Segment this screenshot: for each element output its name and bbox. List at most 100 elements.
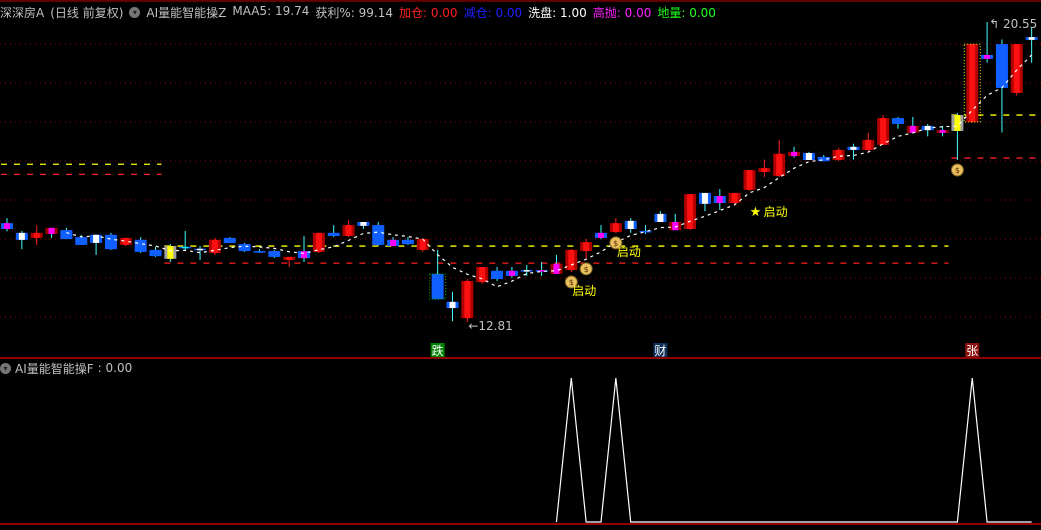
signal-badge-text: 跌 (432, 343, 444, 358)
money-bag-icon (950, 163, 964, 177)
money-bag-icon (609, 236, 623, 250)
indicator-value: 0.00 (685, 5, 716, 20)
candle-core (18, 232, 25, 240)
signal-label: 启动 (764, 205, 788, 219)
candle-core (449, 301, 456, 309)
candle-core (865, 139, 872, 150)
indicator-name[interactable]: AI量能智能操Z (146, 5, 227, 20)
candle-core (107, 234, 114, 250)
candle-core (776, 153, 783, 176)
candle-core (479, 266, 486, 283)
candle-core (152, 249, 159, 257)
candle-core (880, 118, 887, 145)
candle-core (969, 44, 976, 123)
signal-label: 启动 (617, 245, 641, 259)
candle-core (568, 249, 575, 271)
candle-core (984, 54, 991, 59)
candle-core (419, 239, 426, 250)
candle-core (167, 246, 174, 259)
signal-badge (653, 343, 668, 357)
star-icon: ★ (750, 205, 762, 220)
signal-label: 启动 (572, 284, 596, 298)
highlight-box (429, 273, 447, 300)
candle-core (4, 223, 10, 229)
candle-core (791, 151, 798, 157)
candle-core (137, 239, 144, 252)
candle-core (553, 263, 560, 274)
candle-core (286, 256, 293, 260)
candle-core (909, 125, 916, 133)
candle-core (508, 270, 515, 276)
candle-core (78, 237, 85, 245)
candle-core (315, 232, 322, 252)
low-price-label: ←12.81 (468, 319, 512, 333)
indicator-label: 加仓: (398, 5, 428, 20)
indicator-label: 地量: (657, 5, 686, 20)
candle-core (434, 273, 441, 300)
candle-core (612, 223, 619, 233)
indicator-item: 获利%: 99.14 (315, 4, 393, 21)
candle-core (1013, 44, 1020, 93)
period-label: (日线 前复权) (50, 5, 124, 20)
candle-core (820, 156, 827, 162)
candle-core (642, 230, 649, 233)
signal-badge-text: 张 (966, 344, 978, 358)
indicator-item: 减仓: 0.00 (464, 4, 523, 21)
candle-core (583, 242, 590, 252)
ma5-line (66, 54, 1033, 288)
candle-core (390, 239, 397, 247)
candle-core (48, 227, 55, 235)
signal-line (555, 377, 1032, 523)
candle-core (672, 222, 679, 231)
signal-badge-text: 财 (654, 344, 666, 358)
high-price-label: ↰ 20.55 (989, 17, 1037, 31)
candle-core (954, 115, 961, 131)
candle-core (360, 222, 367, 226)
candle-core (731, 192, 738, 204)
candle-core (716, 196, 723, 204)
indicator-label: 高抛: (592, 5, 621, 20)
dollar-sign: $ (569, 278, 574, 287)
candle-core (33, 232, 40, 238)
dollar-sign: $ (955, 166, 960, 175)
indicator-label: 获利%: (315, 5, 355, 20)
candle-core (850, 146, 857, 150)
candle-core (93, 234, 100, 243)
candle-core (657, 213, 664, 223)
dropdown-icon[interactable]: ▾ (129, 6, 141, 18)
candle-core (939, 130, 946, 133)
candle-core (256, 251, 263, 253)
dropdown-icon[interactable]: ▾ (0, 362, 11, 374)
lower-indicator-value: : 0.00 (97, 361, 133, 375)
candle-core (241, 244, 248, 252)
indicator-item: 地量: 0.00 (657, 4, 716, 21)
indicator-values: MAA5: 19.74 获利%: 99.14 加仓: 0.00 减仓: 0.00 洗盘:… (232, 4, 716, 21)
lower-indicator-name[interactable]: AI量能智能操F (15, 361, 94, 376)
candle-core (835, 149, 842, 160)
candle-core (404, 239, 411, 245)
candle-core (1028, 37, 1035, 40)
candle-core (701, 192, 708, 204)
candle-core (226, 237, 233, 243)
signal-badge (965, 343, 980, 357)
candle-core (538, 270, 545, 272)
money-bag-icon (564, 275, 578, 289)
indicator-item: 洗盘: 1.00 (528, 4, 587, 21)
indicator-item: 加仓: 0.00 (399, 4, 458, 21)
candle-core (182, 246, 189, 249)
candle-core (627, 220, 634, 229)
candle-core (271, 251, 278, 257)
indicator-label: 减仓: (463, 5, 492, 20)
candle-core (805, 153, 812, 160)
indicator-value: 0.00 (620, 5, 652, 20)
indicator-value: 19.74 (271, 3, 310, 18)
candle-core (494, 270, 501, 279)
highlight-box (963, 43, 981, 123)
candle-core (761, 168, 768, 173)
candle-core (197, 248, 204, 251)
indicator-value: 1.00 (556, 5, 587, 20)
candle-core (998, 44, 1005, 88)
indicator-value: 0.00 (491, 5, 523, 20)
indicator-label: 洗盘: (528, 5, 557, 20)
